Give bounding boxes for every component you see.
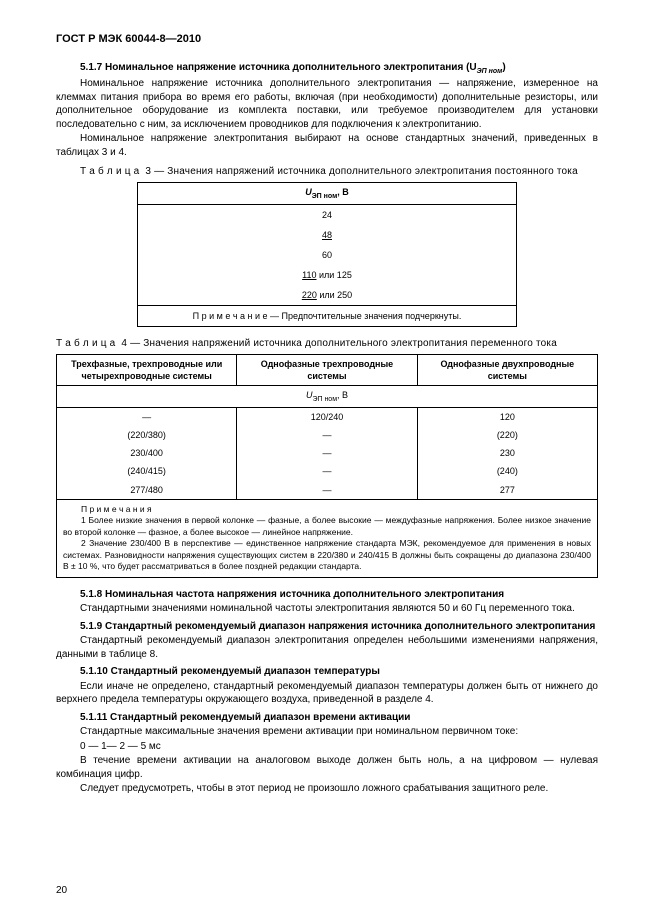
- t4-c: —: [237, 481, 417, 500]
- t3-note: П р и м е ч а н и е — Предпочтительные з…: [138, 306, 516, 327]
- t4-c: —: [237, 426, 417, 444]
- t4-c: —: [237, 444, 417, 462]
- t4-sh-post: , В: [337, 390, 348, 400]
- t4-c: —: [57, 408, 237, 427]
- t4-c: 120: [417, 408, 597, 427]
- t4-note2: 2 Значение 230/400 В в перспективе — еди…: [63, 538, 591, 572]
- t3-h-post: , В: [337, 187, 349, 197]
- t4-c: (240): [417, 462, 597, 480]
- table-row: 24: [138, 205, 516, 226]
- t3-r4b: или 125: [317, 270, 352, 280]
- t4-c: 277: [417, 481, 597, 500]
- table-3: UЭП ном, В 24 48 60 110 или 125 220 или …: [137, 182, 516, 327]
- section-517-title-end: ): [502, 62, 505, 73]
- t3-r4a: 110: [302, 270, 316, 280]
- t3-h-sub: ЭП ном: [312, 193, 338, 200]
- table-row: 48: [138, 225, 516, 245]
- table-row: 110 или 125: [138, 265, 516, 285]
- t4-c: (240/415): [57, 462, 237, 480]
- table-row: (240/415) — (240): [57, 462, 598, 480]
- table-row: 60: [138, 245, 516, 265]
- table4-subheader-row: UЭП ном, В: [57, 385, 598, 407]
- t4-h3: Однофазные двухпроводные системы: [417, 354, 597, 385]
- table3-caption-rest: — Значения напряжений источника дополнит…: [151, 166, 578, 177]
- section-519-title: 5.1.9 Стандартный рекомендуемый диапазон…: [56, 620, 598, 634]
- t3-r3: 60: [138, 245, 516, 265]
- section-517-p1: Номинальное напряжение источника дополни…: [56, 77, 598, 131]
- section-517-title-sub: ЭП ном: [477, 68, 503, 75]
- section-5110-p1: Если иначе не определено, стандартный ре…: [56, 680, 598, 707]
- t4-h1: Трехфазные, трехпроводные или четырехпро…: [57, 354, 237, 385]
- t3-r1: 24: [138, 205, 516, 226]
- section-517-title-text: 5.1.7 Номинальное напряжение источника д…: [80, 62, 477, 73]
- section-5111-p2: 0 — 1— 2 — 5 мс: [56, 740, 598, 754]
- table-row: — 120/240 120: [57, 408, 598, 427]
- table-row: 220 или 250: [138, 285, 516, 306]
- section-519-p1: Стандартный рекомендуемый диапазон элект…: [56, 634, 598, 661]
- t3-r5b: или 250: [317, 290, 352, 300]
- section-517-title: 5.1.7 Номинальное напряжение источника д…: [56, 61, 598, 76]
- section-5111-p4: Следует предусмотреть, чтобы в этот пери…: [56, 782, 598, 796]
- t4-c: 120/240: [237, 408, 417, 427]
- t4-c: (220): [417, 426, 597, 444]
- t3-r4: 110 или 125: [138, 265, 516, 285]
- table4-header-row: Трехфазные, трехпроводные или четырехпро…: [57, 354, 598, 385]
- table4-caption-rest: — Значения напряжений источника дополнит…: [127, 338, 557, 349]
- section-518-title: 5.1.8 Номинальная частота напряжения ист…: [56, 588, 598, 602]
- table3-header-row: UЭП ном, В: [138, 182, 516, 204]
- t4-h2: Однофазные трехпроводные системы: [237, 354, 417, 385]
- table3-caption: Т а б л и ц а 3 — Значения напряжений ис…: [56, 165, 598, 179]
- table-row: (220/380) — (220): [57, 426, 598, 444]
- section-5110-title: 5.1.10 Стандартный рекомендуемый диапазо…: [56, 665, 598, 679]
- t3-r2-v: 48: [322, 230, 332, 240]
- table-row: 277/480 — 277: [57, 481, 598, 500]
- t4-notes: П р и м е ч а н и я 1 Более низкие значе…: [57, 499, 598, 577]
- t4-subheader: UЭП ном, В: [57, 385, 598, 407]
- table-row: П р и м е ч а н и е — Предпочтительные з…: [138, 306, 516, 327]
- t4-sh-sub: ЭП ном: [312, 396, 337, 403]
- section-5111-p1: Стандартные максимальные значения времен…: [56, 725, 598, 739]
- table4-caption-label: Т а б л и ц а: [56, 338, 115, 349]
- t4-note1: 1 Более низкие значения в первой колонке…: [63, 515, 591, 538]
- t3-r5a: 220: [302, 290, 317, 300]
- document-header: ГОСТ Р МЭК 60044-8—2010: [56, 32, 598, 47]
- document-page: ГОСТ Р МЭК 60044-8—2010 5.1.7 Номинально…: [0, 0, 646, 913]
- section-518-p1: Стандартными значениями номинальной част…: [56, 602, 598, 616]
- t4-c: (220/380): [57, 426, 237, 444]
- section-5111-p3: В течение времени активации на аналогово…: [56, 754, 598, 781]
- page-number: 20: [56, 884, 67, 898]
- t4-c: —: [237, 462, 417, 480]
- table4-caption: Т а б л и ц а 4 — Значения напряжений ис…: [56, 337, 598, 351]
- t4-c: 277/480: [57, 481, 237, 500]
- table4-notes-row: П р и м е ч а н и я 1 Более низкие значе…: [57, 499, 598, 577]
- section-517-p2: Номинальное напряжение электропитания вы…: [56, 132, 598, 159]
- t3-r2: 48: [138, 225, 516, 245]
- t4-note-label: П р и м е ч а н и я: [63, 504, 591, 515]
- t3-r5: 220 или 250: [138, 285, 516, 306]
- t4-c: 230/400: [57, 444, 237, 462]
- section-5111-title: 5.1.11 Стандартный рекомендуемый диапазо…: [56, 711, 598, 725]
- table-4: Трехфазные, трехпроводные или четырехпро…: [56, 354, 598, 578]
- table3-caption-label: Т а б л и ц а: [80, 166, 139, 177]
- t4-c: 230: [417, 444, 597, 462]
- table-row: 230/400 — 230: [57, 444, 598, 462]
- table3-header: UЭП ном, В: [138, 182, 516, 204]
